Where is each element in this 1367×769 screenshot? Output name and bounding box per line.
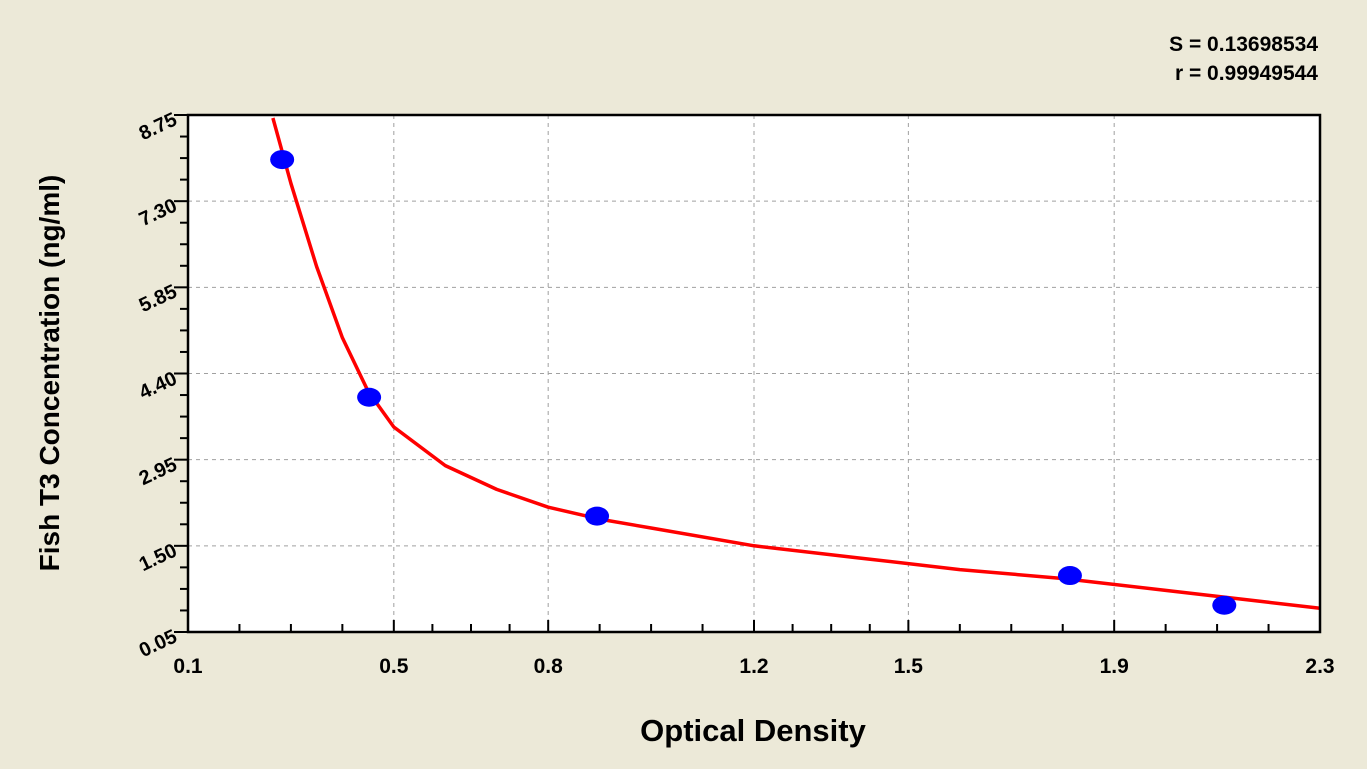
plot-frame xyxy=(186,113,1322,634)
r-value: r = 0.99949544 xyxy=(1174,62,1318,85)
x-tick-label: 0.8 xyxy=(533,655,563,678)
x-tick-label: 1.2 xyxy=(739,655,769,678)
x-tick-label: 2.3 xyxy=(1305,655,1335,678)
data-point xyxy=(357,387,382,407)
data-point xyxy=(585,506,610,526)
x-tick-label: 1.9 xyxy=(1099,655,1129,678)
x-tick-label: 1.5 xyxy=(893,655,923,678)
y-axis-label: Fish T3 Concentration (ng/ml) xyxy=(34,174,65,572)
data-point xyxy=(270,150,295,170)
data-point xyxy=(1057,566,1082,586)
x-tick-label: 0.5 xyxy=(379,655,409,678)
fit-statistics: S = 0.13698534 r = 0.99949544 xyxy=(1169,30,1318,88)
s-value: S = 0.13698534 xyxy=(1169,33,1318,56)
x-axis-label: Optical Density xyxy=(640,713,866,748)
data-point xyxy=(1212,595,1237,615)
x-tick-label: 0.1 xyxy=(173,655,203,678)
